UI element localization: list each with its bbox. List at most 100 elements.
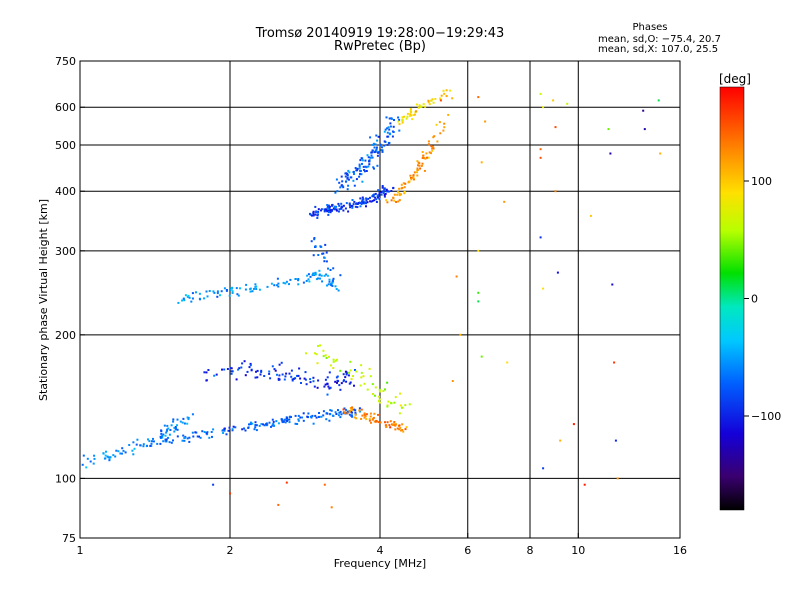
- data-point: [136, 438, 139, 441]
- data-point: [392, 186, 395, 189]
- data-point: [434, 98, 437, 100]
- data-point: [360, 376, 363, 379]
- data-point: [151, 440, 153, 443]
- data-point: [345, 180, 347, 183]
- data-point: [243, 427, 245, 430]
- data-point: [149, 444, 152, 447]
- data-point: [272, 423, 275, 425]
- data-point: [269, 377, 272, 380]
- data-point: [317, 277, 320, 280]
- data-point: [399, 392, 401, 395]
- data-point: [357, 202, 359, 205]
- data-point: [370, 151, 373, 154]
- data-point: [369, 412, 372, 415]
- data-point: [373, 420, 376, 423]
- data-point: [266, 285, 269, 288]
- data-point: [611, 283, 614, 286]
- data-point: [451, 380, 454, 382]
- data-point: [326, 376, 329, 379]
- data-point: [331, 284, 334, 287]
- data-point: [399, 426, 402, 429]
- data-point: [181, 439, 184, 442]
- data-point: [350, 378, 353, 381]
- data-point: [309, 213, 312, 216]
- data-point: [230, 367, 233, 370]
- data-point: [128, 444, 131, 446]
- data-point: [404, 182, 407, 185]
- data-point: [323, 210, 326, 213]
- data-point: [337, 409, 339, 412]
- data-point: [361, 162, 363, 165]
- data-point: [350, 408, 353, 411]
- data-point: [349, 407, 352, 409]
- data-point: [285, 481, 288, 484]
- data-point: [170, 441, 173, 444]
- data-point: [381, 190, 384, 193]
- data-point: [186, 422, 189, 425]
- data-point: [332, 277, 335, 280]
- data-point: [345, 408, 347, 411]
- data-point: [337, 210, 340, 213]
- data-point: [231, 428, 234, 431]
- data-point: [166, 424, 169, 427]
- data-point: [396, 193, 399, 196]
- data-point: [362, 375, 365, 378]
- data-point: [277, 378, 280, 381]
- data-point: [297, 414, 300, 417]
- data-point: [376, 196, 379, 199]
- data-point: [249, 287, 252, 290]
- data-point: [212, 428, 215, 431]
- data-point: [427, 101, 430, 104]
- data-point: [147, 438, 149, 441]
- data-point: [246, 370, 249, 373]
- data-point: [432, 146, 435, 149]
- data-point: [365, 197, 368, 200]
- data-point: [583, 483, 586, 486]
- data-point: [353, 184, 356, 187]
- data-point: [276, 277, 279, 280]
- x-tick-label: 6: [464, 544, 471, 557]
- data-point: [223, 368, 226, 371]
- data-point: [173, 430, 176, 433]
- data-point: [312, 272, 315, 275]
- data-point: [412, 176, 415, 179]
- data-point: [408, 114, 411, 117]
- data-point: [270, 425, 272, 428]
- data-point: [329, 269, 332, 271]
- data-point: [415, 110, 417, 113]
- data-point: [378, 388, 381, 391]
- data-point: [384, 128, 387, 131]
- data-point: [438, 121, 441, 124]
- data-point: [368, 418, 371, 421]
- data-point: [427, 99, 430, 102]
- data-point: [165, 429, 168, 432]
- data-point: [506, 361, 509, 364]
- data-point: [328, 371, 331, 374]
- data-point: [186, 416, 189, 419]
- data-point: [243, 360, 246, 363]
- data-point: [375, 146, 378, 149]
- data-point: [191, 297, 194, 300]
- data-point: [439, 99, 442, 102]
- data-point: [554, 126, 557, 129]
- data-point: [308, 280, 311, 283]
- data-point: [315, 210, 318, 213]
- data-point: [364, 165, 367, 168]
- data-point: [312, 214, 315, 217]
- data-point: [170, 424, 173, 427]
- data-point: [392, 424, 395, 426]
- data-point: [317, 254, 320, 256]
- x-tick-label: 4: [377, 544, 384, 557]
- data-point: [379, 143, 382, 146]
- data-point: [409, 109, 412, 112]
- data-point: [338, 181, 341, 184]
- data-point: [394, 428, 397, 431]
- data-point: [255, 370, 257, 373]
- data-point: [410, 114, 413, 117]
- data-point: [330, 506, 333, 509]
- data-point: [435, 123, 438, 126]
- data-point: [366, 154, 369, 157]
- data-point: [403, 190, 406, 193]
- data-point: [392, 125, 395, 128]
- data-point: [212, 290, 215, 293]
